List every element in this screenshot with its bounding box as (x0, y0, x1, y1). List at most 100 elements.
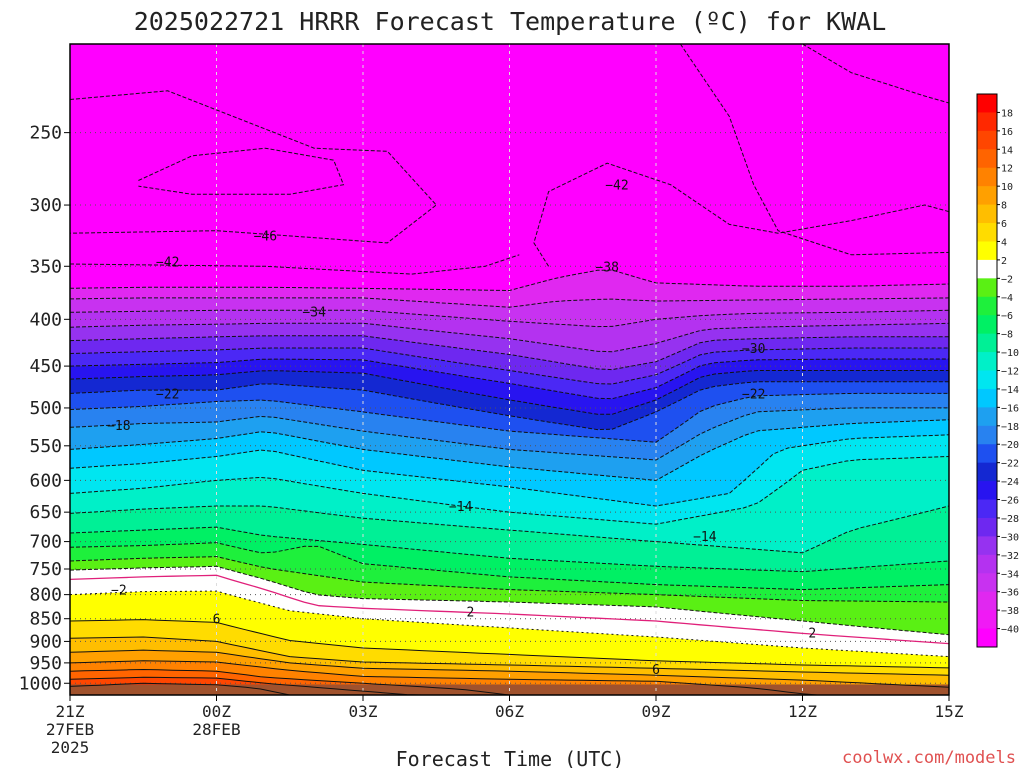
contour-line--16 (70, 419, 949, 481)
colorbar-label: −26 (1001, 496, 1019, 507)
colorbar-swatch (977, 628, 997, 648)
contour-label: −42 (605, 179, 628, 194)
colorbar-label: 14 (1001, 145, 1013, 156)
colorbar-label: 12 (1001, 164, 1013, 175)
chart-title: 2025022721 HRRR Forecast Temperature (ºC… (134, 7, 887, 36)
colorbar-swatch (977, 333, 997, 353)
x-tick-label: 09Z (642, 702, 671, 721)
colorbar-swatch (977, 370, 997, 390)
closed-contour-44 (802, 44, 949, 104)
colorbar-swatch (977, 425, 997, 445)
y-tick-label: 850 (29, 609, 62, 630)
colorbar-swatch (977, 462, 997, 482)
y-tick-label: 900 (29, 631, 62, 652)
colorbar-label: −30 (1001, 532, 1019, 543)
contour-line-4 (70, 619, 949, 669)
contour-line--4 (70, 556, 949, 603)
x-tick-sublabel: 28FEB (192, 720, 240, 739)
colorbar-label: 4 (1001, 237, 1007, 248)
colorbar-swatch (977, 536, 997, 556)
x-tick-label: 21Z (56, 702, 85, 721)
y-tick-label: 950 (29, 653, 62, 674)
colorbar-swatch (977, 167, 997, 187)
colorbar-swatch (977, 204, 997, 224)
contour-label: 2 (808, 626, 816, 641)
closed-contour-42-right (679, 44, 949, 256)
x-tick-label: 00Z (202, 702, 231, 721)
colorbar-label: −4 (1001, 293, 1013, 304)
contour-line--14 (70, 434, 949, 507)
colorbar-swatch (977, 315, 997, 335)
contour-label: 2 (467, 606, 475, 621)
colorbar-swatch (977, 610, 997, 630)
temperature-fill-layer (70, 44, 949, 695)
x-tick-label: 03Z (349, 702, 378, 721)
x-tick-label: 06Z (495, 702, 524, 721)
y-tick-label: 800 (29, 585, 62, 606)
colorbar-swatch (977, 573, 997, 593)
colorbar-swatch (977, 149, 997, 169)
y-tick-label: 450 (29, 356, 62, 377)
y-tick-label: 600 (29, 470, 62, 491)
y-tick-label: 700 (29, 532, 62, 553)
contour-line--8 (70, 526, 949, 573)
x-axis-label: Forecast Time (UTC) (396, 747, 625, 768)
colorbar-label: −10 (1001, 348, 1019, 359)
colorbar-label: 6 (1001, 219, 1007, 230)
contour-line--38 (70, 269, 949, 292)
contour-label: −14 (693, 530, 717, 545)
contour-line-12 (70, 668, 949, 695)
colorbar-label: −18 (1001, 422, 1019, 433)
y-tick-label: 750 (29, 559, 62, 580)
y-tick-label: 650 (29, 502, 62, 523)
temperature-colorbar: 18 16 14 12 10 8 6 4 2 −2 −4 −6 −8 −10 −12 −14 −16 −18 −20… (976, 93, 1019, 648)
colorbar-label: 2 (1001, 256, 1007, 267)
y-tick-label: 1000 (19, 673, 62, 694)
colorbar-swatch (977, 186, 997, 206)
colorbar-label: −20 (1001, 440, 1019, 451)
colorbar-label: −38 (1001, 606, 1019, 617)
contour-line--34 (70, 309, 949, 328)
x-tick-sublabel: 2025 (51, 738, 90, 757)
freezing-line (70, 574, 949, 645)
colorbar-label: −28 (1001, 514, 1019, 525)
contour-label: −38 (595, 260, 618, 275)
colorbar-label: −34 (1001, 569, 1019, 580)
credit-text: coolwx.com/models (842, 748, 1016, 768)
contour-label: −22 (156, 387, 179, 402)
x-tick-sublabel: 27FEB (46, 720, 94, 739)
colorbar-swatch (977, 259, 997, 279)
contour-label: −22 (742, 387, 765, 402)
contour-layer (70, 44, 949, 695)
colorbar-swatch (977, 223, 997, 242)
colorbar-swatch (977, 94, 997, 113)
contour-label: −30 (742, 342, 765, 357)
contour-label: −18 (107, 419, 130, 434)
colorbar-swatch (977, 554, 997, 574)
contour-label: −2 (111, 584, 127, 599)
colorbar-swatch (977, 241, 997, 261)
colorbar-swatch (977, 481, 997, 501)
x-tick-label: 15Z (935, 702, 964, 721)
contour-line--10 (70, 505, 949, 554)
colorbar-label: −6 (1001, 311, 1013, 322)
contour-line--20 (70, 392, 949, 443)
closed-contour-38-right (533, 162, 949, 267)
colorbar-label: −2 (1001, 274, 1013, 285)
contour-line--6 (70, 542, 949, 591)
colorbar-label: −14 (1001, 385, 1019, 396)
colorbar-label: −40 (1001, 625, 1019, 636)
contour-line--22 (70, 381, 949, 431)
contour-line--28 (70, 347, 949, 385)
contour-line-6 (70, 636, 949, 676)
y-tick-label: 350 (29, 256, 62, 277)
contour-label: −42 (156, 256, 179, 271)
colorbar-label: −12 (1001, 367, 1019, 378)
contour-line--26 (70, 358, 949, 400)
colorbar-swatch (977, 112, 997, 132)
colorbar-label: −16 (1001, 403, 1019, 414)
colorbar-label: 18 (1001, 108, 1013, 119)
contour-label: 6 (213, 613, 221, 628)
